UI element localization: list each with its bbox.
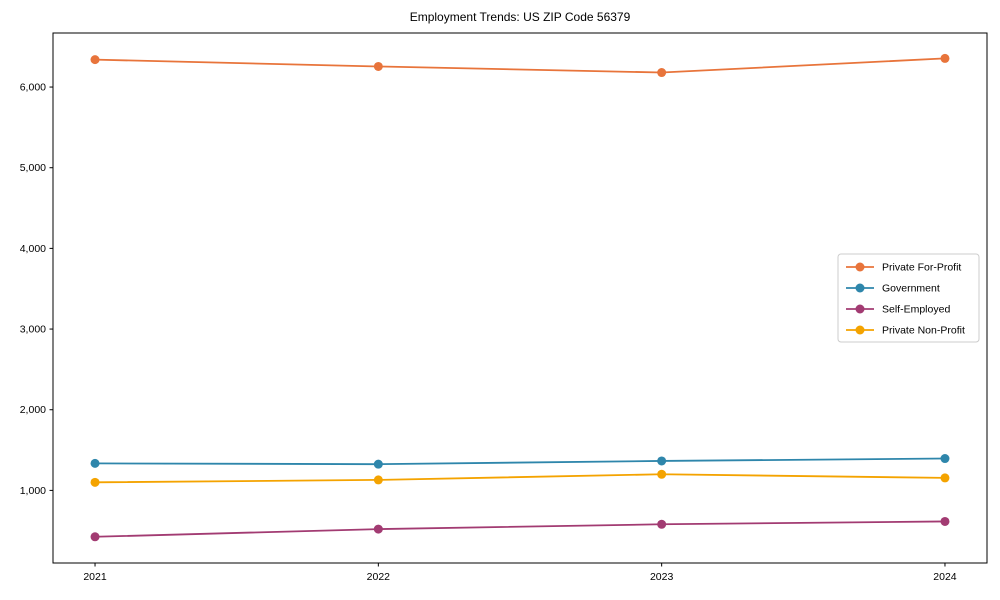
legend-box — [837, 253, 980, 343]
data-point-government-2021 — [90, 458, 100, 468]
x-tick-label: 2023 — [650, 571, 674, 583]
data-point-self-employed-2023 — [657, 519, 667, 529]
x-tick-label: 2022 — [367, 571, 391, 583]
series-line-self-employed — [95, 520, 945, 538]
data-point-private-for-profit-2022 — [373, 61, 383, 71]
plot-border — [52, 32, 988, 564]
data-point-government-2024 — [940, 454, 950, 464]
y-tick-label: 1,000 — [20, 485, 46, 497]
legend-marker-dot-private-non-profit — [855, 325, 865, 335]
y-tick-label: 6,000 — [20, 82, 46, 94]
data-point-government-2022 — [373, 459, 383, 469]
legend-label-government: Government — [882, 283, 940, 295]
data-point-private-non-profit-2021 — [90, 477, 100, 487]
data-point-private-for-profit-2024 — [940, 53, 950, 63]
y-tick-label: 4,000 — [20, 243, 46, 255]
y-tick-label: 3,000 — [20, 324, 46, 336]
legend-marker-dot-self-employed — [855, 304, 865, 314]
x-tick-label: 2021 — [83, 571, 107, 583]
legend-label-self-employed: Self-Employed — [882, 304, 950, 316]
legend-label-private-non-profit: Private Non-Profit — [882, 325, 965, 337]
data-point-private-non-profit-2024 — [940, 473, 950, 483]
data-point-self-employed-2021 — [90, 532, 100, 542]
data-point-private-non-profit-2022 — [373, 475, 383, 485]
y-tick-label: 2,000 — [20, 404, 46, 416]
x-tick-label: 2024 — [933, 571, 957, 583]
data-point-private-for-profit-2023 — [657, 68, 667, 78]
series-line-private-for-profit — [95, 57, 946, 74]
data-point-private-non-profit-2023 — [657, 469, 667, 479]
legend-marker-dot-private-for-profit — [855, 262, 865, 272]
chart-title: Employment Trends: US ZIP Code 56379 — [409, 10, 631, 24]
data-point-self-employed-2024 — [940, 516, 950, 526]
legend-label-private-for-profit: Private For-Profit — [882, 262, 961, 274]
legend-marker-dot-government — [855, 283, 865, 293]
series-line-government — [95, 457, 945, 466]
data-point-private-for-profit-2021 — [90, 55, 100, 65]
data-point-self-employed-2022 — [373, 524, 383, 534]
series-line-private-non-profit — [95, 473, 945, 484]
y-tick-label: 5,000 — [20, 162, 46, 174]
data-point-government-2023 — [657, 456, 667, 466]
